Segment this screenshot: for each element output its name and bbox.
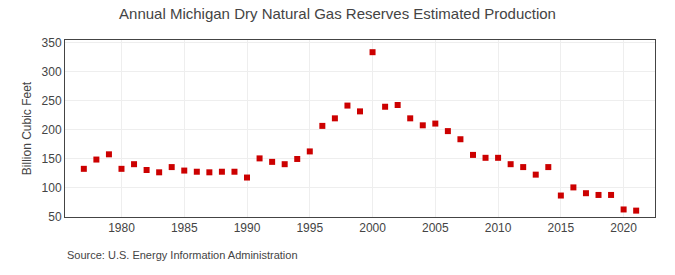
svg-text:2010: 2010 — [485, 221, 512, 235]
svg-text:1980: 1980 — [108, 221, 135, 235]
svg-text:1995: 1995 — [296, 221, 323, 235]
svg-text:Billion Cubic Feet: Billion Cubic Feet — [20, 81, 34, 175]
svg-text:350: 350 — [42, 36, 62, 50]
svg-text:2020: 2020 — [610, 221, 637, 235]
svg-text:50: 50 — [48, 210, 62, 224]
svg-text:2000: 2000 — [359, 221, 386, 235]
svg-text:1985: 1985 — [171, 221, 198, 235]
svg-text:2005: 2005 — [422, 221, 449, 235]
svg-text:100: 100 — [42, 181, 62, 195]
svg-text:Source: U.S. Energy Informatio: Source: U.S. Energy Information Administ… — [67, 249, 298, 261]
svg-text:Annual Michigan Dry Natural Ga: Annual Michigan Dry Natural Gas Reserves… — [119, 5, 556, 22]
svg-text:250: 250 — [42, 94, 62, 108]
svg-text:200: 200 — [42, 123, 62, 137]
svg-text:1990: 1990 — [234, 221, 261, 235]
svg-text:2015: 2015 — [547, 221, 574, 235]
svg-text:150: 150 — [42, 152, 62, 166]
svg-text:300: 300 — [42, 65, 62, 79]
